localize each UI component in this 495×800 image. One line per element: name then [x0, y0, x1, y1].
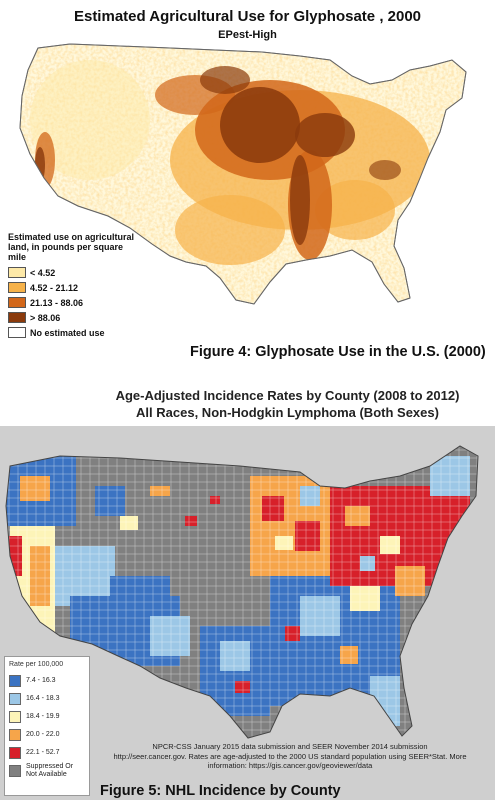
nhl-legend: Rate per 100,000 7.4 - 16.3 16.4 - 18.3 … [4, 656, 90, 796]
source-line-1: NPCR-CSS January 2015 data submission an… [152, 742, 428, 751]
legend-swatch [9, 747, 21, 759]
legend-item-20-0-22-0: 20.0 - 22.0 [9, 726, 85, 744]
legend-item-suppressed: Suppressed Or Not Available [9, 762, 85, 780]
source-line-3: information: https://gis.cancer.gov/geov… [207, 761, 373, 770]
nhl-legend-title: Rate per 100,000 [9, 661, 64, 668]
nhl-incidence-map: Rate per 100,000 7.4 - 16.3 16.4 - 18.3 … [0, 426, 495, 800]
figure-5-caption: Figure 5: NHL Incidence by County [100, 783, 341, 799]
figure-4-caption: Figure 4: Glyphosate Use in the U.S. (20… [190, 344, 486, 360]
glyphosate-legend: Estimated use on agricultural land, in p… [8, 232, 158, 340]
legend-swatch [8, 282, 26, 293]
legend-label: Suppressed Or Not Available [26, 763, 74, 778]
legend-item-21-13-88-06: 21.13 - 88.06 [8, 295, 158, 310]
figure-4-title: Estimated Agricultural Use for Glyphosat… [73, 8, 422, 25]
figure-5-title-line1: Age-Adjusted Incidence Rates by County (… [115, 388, 460, 403]
legend-swatch [9, 675, 21, 687]
figure-4-panel: Estimated Agricultural Use for Glyphosat… [0, 0, 495, 372]
legend-item-gt-88-06: > 88.06 [8, 310, 158, 325]
legend-item-no-use: No estimated use [8, 325, 158, 340]
legend-swatch [9, 729, 21, 741]
legend-item-7-4-16-3: 7.4 - 16.3 [9, 672, 85, 690]
legend-swatch [9, 765, 21, 777]
legend-label: 20.0 - 22.0 [26, 731, 60, 738]
legend-swatch [9, 693, 21, 705]
legend-swatch [8, 327, 26, 338]
legend-item-lt-4-52: < 4.52 [8, 265, 158, 280]
legend-swatch [8, 312, 26, 323]
figure-5-title-line2: All Races, Non-Hodgkin Lymphoma (Both Se… [136, 405, 439, 420]
source-note: NPCR-CSS January 2015 data submission an… [90, 742, 490, 771]
legend-swatch [9, 711, 21, 723]
legend-label: < 4.52 [30, 267, 56, 278]
legend-item-18-4-19-9: 18.4 - 19.9 [9, 708, 85, 726]
legend-label: 22.1 - 52.7 [26, 749, 60, 756]
legend-label: No estimated use [30, 327, 105, 338]
legend-swatch [8, 267, 26, 278]
legend-label: 7.4 - 16.3 [26, 677, 56, 684]
source-line-2: http://seer.cancer.gov. Rates are age-ad… [113, 751, 467, 761]
legend-label: 21.13 - 88.06 [30, 297, 84, 308]
glyphosate-legend-title: Estimated use on agricultural land, in p… [8, 232, 135, 262]
legend-label: 16.4 - 18.3 [26, 695, 60, 702]
legend-label: 18.4 - 19.9 [26, 713, 60, 720]
figure-5-panel: Age-Adjusted Incidence Rates by County (… [0, 372, 495, 800]
glyphosate-use-map [19, 43, 467, 305]
legend-label: > 88.06 [30, 312, 61, 323]
legend-swatch [8, 297, 26, 308]
figure-4-subtitle: EPest-High [218, 29, 277, 41]
legend-label: 4.52 - 21.12 [30, 282, 79, 293]
legend-item-4-52-21-12: 4.52 - 21.12 [8, 280, 158, 295]
legend-item-22-1-52-7: 22.1 - 52.7 [9, 744, 85, 762]
legend-item-16-4-18-3: 16.4 - 18.3 [9, 690, 85, 708]
